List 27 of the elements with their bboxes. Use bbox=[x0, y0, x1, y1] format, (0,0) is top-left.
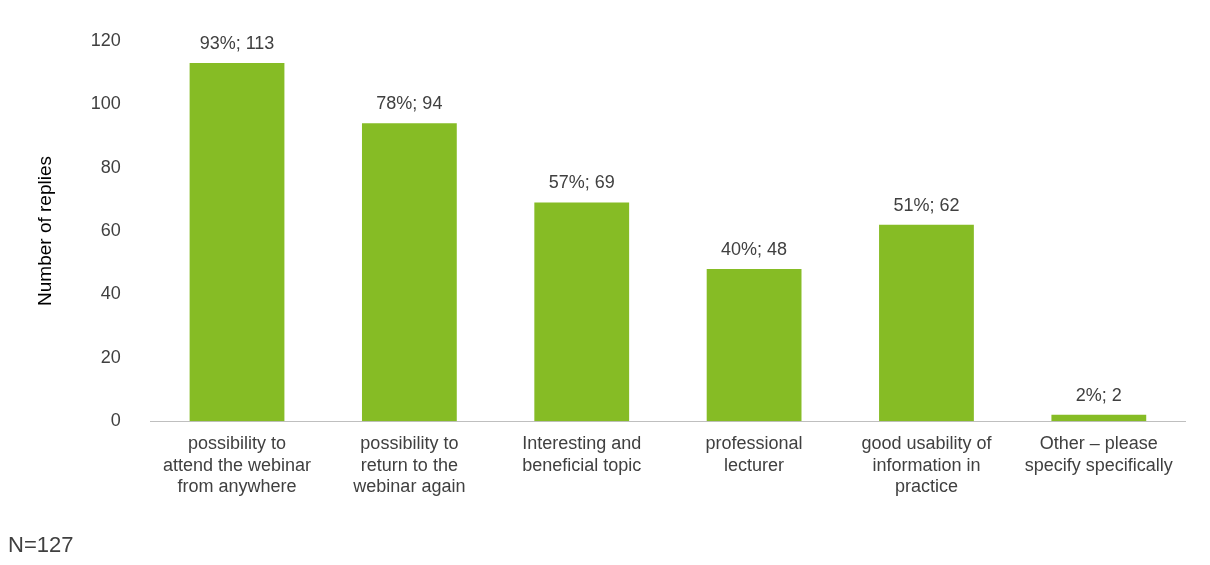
data-label: 57%; 69 bbox=[548, 172, 615, 193]
bar bbox=[879, 224, 974, 422]
data-label: 51%; 62 bbox=[893, 194, 960, 215]
data-label: 93%; 113 bbox=[199, 32, 275, 53]
x-tick-label: professional lecturer bbox=[705, 432, 803, 475]
y-tick-label: 40 bbox=[100, 283, 121, 304]
x-tick-label: good usability of information in practice bbox=[861, 432, 993, 497]
x-tick-label: Other – please specify specifically bbox=[1024, 432, 1173, 475]
x-tick-label: possibility to attend the webinar from anywhere bbox=[162, 432, 312, 497]
bar bbox=[189, 62, 285, 422]
bar bbox=[706, 269, 802, 422]
y-tick-label: 20 bbox=[100, 346, 121, 367]
y-tick-label: 80 bbox=[100, 156, 121, 177]
x-tick-label: possibility to return to the webinar again bbox=[352, 432, 466, 497]
bar bbox=[361, 123, 457, 422]
y-axis-title: Number of replies bbox=[33, 156, 55, 306]
data-label: 40%; 48 bbox=[721, 239, 788, 260]
data-label: 2%; 2 bbox=[1075, 384, 1122, 405]
data-label: 78%; 94 bbox=[376, 93, 443, 114]
y-tick-label: 60 bbox=[100, 219, 121, 240]
y-tick-label: 0 bbox=[110, 410, 121, 431]
x-tick-label: Interesting and beneficial topic bbox=[522, 432, 642, 475]
y-tick-label: 120 bbox=[90, 29, 121, 50]
bar bbox=[534, 202, 630, 422]
text: N=127 bbox=[8, 532, 74, 557]
y-tick-label: 100 bbox=[90, 93, 121, 114]
bar bbox=[1051, 414, 1147, 422]
